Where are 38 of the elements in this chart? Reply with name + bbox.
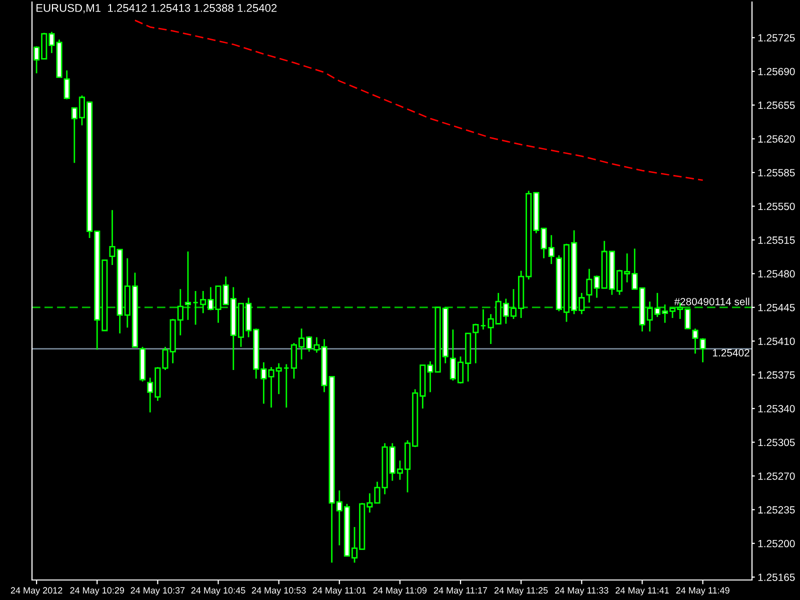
y-tick-label: 1.25480 [758, 270, 795, 278]
candlestick [283, 364, 290, 408]
candlestick [184, 250, 192, 321]
y-tick-label: 1.25725 [758, 34, 795, 42]
candlestick [64, 70, 70, 100]
candlestick [192, 290, 199, 326]
y-tick-label: 1.25445 [758, 304, 795, 312]
x-tick-label: 24 May 10:45 [191, 587, 246, 596]
ref-line-label: #280490114 sell [674, 298, 750, 306]
y-tick-label: 1.25235 [758, 506, 795, 514]
x-tick-label: 24 May 11:49 [676, 587, 730, 596]
x-tick-label: 24 May 2012 [10, 587, 62, 596]
x-tick-label: 24 May 11:01 [312, 587, 366, 596]
ref-line-label: 1.25402 [712, 349, 750, 356]
x-tick-label: 24 May 10:29 [70, 587, 124, 596]
y-tick-label: 1.25655 [758, 102, 795, 109]
x-tick-label: 24 May 11:25 [494, 587, 548, 596]
y-tick-label: 1.25270 [758, 472, 795, 480]
x-tick-label: 24 May 11:17 [434, 587, 488, 596]
y-tick-label: 1.25585 [758, 169, 795, 176]
y-tick-label: 1.25410 [758, 338, 795, 345]
y-tick-label: 1.25305 [758, 438, 795, 446]
x-tick-label: 24 May 10:53 [252, 587, 306, 596]
candlestick [480, 308, 486, 330]
y-tick-label: 1.25375 [758, 371, 795, 379]
x-tick-label: 24 May 11:09 [373, 587, 427, 596]
y-tick-label: 1.25620 [758, 135, 795, 143]
chart-title: EURUSD,M1 1.25412 1.25413 1.25388 1.25402 [36, 4, 277, 14]
y-tick-label: 1.25550 [758, 202, 795, 210]
y-tick-label: 1.25515 [758, 236, 795, 244]
x-tick-label: 24 May 10:37 [130, 587, 185, 596]
y-tick-label: 1.25690 [758, 68, 795, 76]
y-tick-label: 1.25165 [758, 574, 795, 581]
y-tick-label: 1.25340 [758, 405, 795, 412]
x-tick-label: 24 May 11:33 [555, 587, 608, 596]
y-tick-label: 1.25200 [758, 540, 795, 548]
x-tick-label: 24 May 11:41 [616, 587, 669, 596]
line-series [134, 20, 704, 181]
